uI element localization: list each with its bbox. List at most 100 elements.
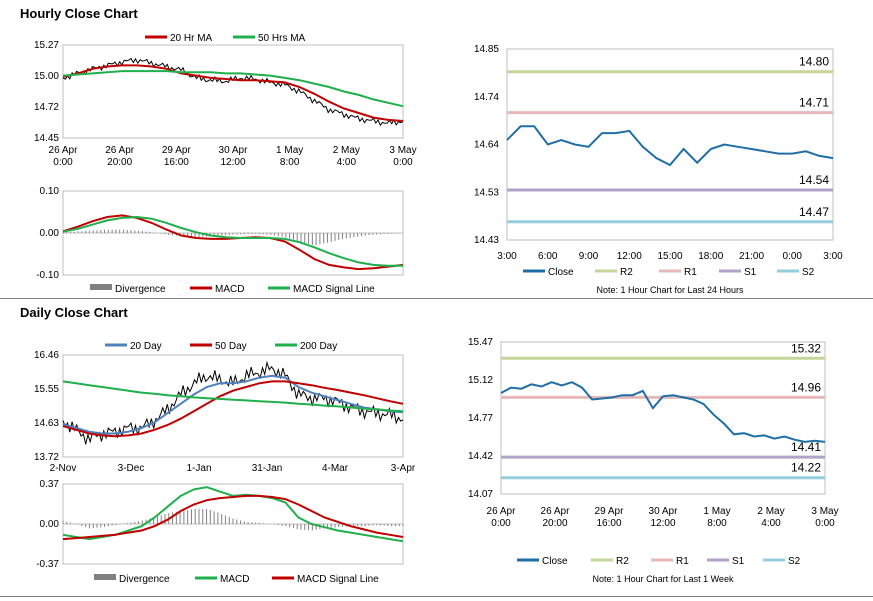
hourly-levels-note: Note: 1 Hour Chart for Last 24 Hours bbox=[596, 285, 744, 295]
hourly-levels-x-tick: 18:00 bbox=[698, 251, 723, 262]
hourly-price-y-tick: 14.72 bbox=[34, 102, 59, 113]
daily-levels-x-tick: 29 Apr bbox=[595, 506, 625, 517]
hourly-levels-close-line bbox=[506, 125, 834, 167]
daily-price-y-tick: 13.72 bbox=[34, 452, 59, 463]
hourly-price-x-tick: 2 May bbox=[333, 145, 360, 156]
hourly-levels-x-tick: 3:00 bbox=[497, 251, 517, 262]
legend-hourly-divergence-label: Divergence bbox=[115, 284, 166, 295]
hourly-levels-legend-r2-label: R2 bbox=[620, 267, 633, 278]
hourly-section-title: Hourly Close Chart bbox=[20, 6, 138, 21]
hourly-price-x-tick: 8:00 bbox=[280, 157, 300, 168]
section-divider bbox=[0, 298, 873, 299]
daily-levels-y-tick: 14.42 bbox=[468, 451, 493, 462]
hourly-levels-legend-close-label: Close bbox=[548, 267, 574, 278]
daily-levels-legend-s1-label: S1 bbox=[732, 556, 745, 567]
legend-50hrs-ma-label: 50 Hrs MA bbox=[258, 33, 306, 44]
daily-levels-x-tick: 16:00 bbox=[596, 518, 621, 529]
legend-20-day-label: 20 Day bbox=[130, 341, 162, 352]
hourly-price-x-tick: 0:00 bbox=[53, 157, 73, 168]
hourly-price-x-tick: 30 Apr bbox=[219, 145, 249, 156]
daily-price-x-tick: 4-Mar bbox=[322, 463, 349, 474]
hourly-levels-y-tick: 14.85 bbox=[474, 44, 499, 55]
daily-levels-y-tick: 15.47 bbox=[468, 337, 493, 348]
hourly-levels-level-s1-label: 14.54 bbox=[799, 173, 829, 187]
daily-levels-x-tick: 12:00 bbox=[650, 518, 675, 529]
hourly-50hr-ma-line bbox=[62, 70, 404, 108]
hourly-price-x-tick: 26 Apr bbox=[49, 145, 79, 156]
daily-macd-line bbox=[62, 486, 404, 543]
daily-levels-note: Note: 1 Hour Chart for Last 1 Week bbox=[593, 574, 734, 584]
daily-levels-level-r1-label: 14.96 bbox=[791, 380, 821, 394]
hourly-price-plot-frame bbox=[62, 44, 404, 139]
daily-levels-x-tick: 0:00 bbox=[491, 518, 511, 529]
hourly-levels-legend-s2-label: S2 bbox=[802, 267, 815, 278]
legend-20hr-ma-label: 20 Hr MA bbox=[170, 33, 213, 44]
hourly-price-y-tick: 15.27 bbox=[34, 40, 59, 51]
hourly-levels-y-tick: 14.74 bbox=[474, 92, 499, 103]
daily-levels-x-tick: 0:00 bbox=[815, 518, 835, 529]
daily-price-y-tick: 15.55 bbox=[34, 384, 59, 395]
hourly-levels-legend-r1-label: R1 bbox=[684, 267, 697, 278]
daily-section-title: Daily Close Chart bbox=[20, 305, 128, 320]
daily-macd-signal-line bbox=[62, 494, 404, 541]
legend-daily-divergence-label: Divergence bbox=[119, 574, 170, 585]
hourly-20hr-ma-line bbox=[62, 64, 404, 122]
daily-20-day-line bbox=[62, 374, 404, 435]
hourly-levels-x-tick: 0:00 bbox=[783, 251, 803, 262]
daily-levels-y-tick: 15.12 bbox=[468, 375, 493, 386]
hourly-price-x-tick: 1 May bbox=[276, 145, 303, 156]
hourly-price-line bbox=[62, 57, 404, 127]
hourly-price-x-tick: 20:00 bbox=[107, 157, 132, 168]
daily-price-x-tick: 3-Dec bbox=[118, 463, 145, 474]
daily-levels-x-tick: 26 Apr bbox=[541, 506, 571, 517]
daily-levels-x-tick: 1 May bbox=[703, 506, 730, 517]
hourly-levels-level-r1-label: 14.71 bbox=[799, 96, 829, 110]
daily-price-y-tick: 16.46 bbox=[34, 350, 59, 361]
hourly-levels-level-s2-label: 14.47 bbox=[799, 205, 829, 219]
daily-levels-x-tick: 20:00 bbox=[542, 518, 567, 529]
bottom-divider bbox=[0, 596, 873, 597]
daily-levels-legend-r1-label: R1 bbox=[676, 556, 689, 567]
daily-levels-x-tick: 2 May bbox=[757, 506, 784, 517]
daily-levels-legend-close-label: Close bbox=[542, 556, 568, 567]
daily-macd-y-tick: -0.37 bbox=[36, 559, 59, 570]
daily-levels-x-tick: 3 May bbox=[811, 506, 838, 517]
daily-levels-legend-r2-label: R2 bbox=[616, 556, 629, 567]
daily-200-day-line bbox=[62, 380, 404, 413]
legend-daily-divergence-swatch bbox=[94, 574, 116, 580]
hourly-macd-y-tick: 0.00 bbox=[40, 228, 60, 239]
legend-hourly-divergence-swatch bbox=[90, 284, 112, 290]
hourly-levels-x-tick: 9:00 bbox=[579, 251, 599, 262]
legend-hourly-macd-signal-label: MACD Signal Line bbox=[293, 284, 375, 295]
daily-price-x-tick: 2-Nov bbox=[50, 463, 77, 474]
hourly-price-x-tick: 16:00 bbox=[164, 157, 189, 168]
daily-price-line bbox=[62, 360, 404, 445]
daily-price-x-tick: 3-Apr bbox=[391, 463, 416, 474]
hourly-price-x-tick: 0:00 bbox=[393, 157, 413, 168]
hourly-levels-plot-frame bbox=[506, 48, 834, 241]
hourly-price-x-tick: 3 May bbox=[389, 145, 416, 156]
hourly-levels-x-tick: 15:00 bbox=[657, 251, 682, 262]
daily-levels-x-tick: 4:00 bbox=[761, 518, 781, 529]
legend-hourly-macd-label: MACD bbox=[215, 284, 244, 295]
daily-levels-close-line bbox=[500, 381, 826, 443]
hourly-price-x-tick: 29 Apr bbox=[162, 145, 192, 156]
hourly-price-x-tick: 4:00 bbox=[337, 157, 357, 168]
hourly-macd-y-tick: -0.10 bbox=[36, 270, 59, 281]
daily-levels-level-s1-label: 14.41 bbox=[791, 440, 821, 454]
daily-levels-x-tick: 30 Apr bbox=[649, 506, 679, 517]
legend-daily-macd-signal-label: MACD Signal Line bbox=[297, 574, 379, 585]
hourly-levels-x-tick: 6:00 bbox=[538, 251, 558, 262]
hourly-macd-y-tick: 0.10 bbox=[40, 186, 60, 197]
hourly-price-y-tick: 14.45 bbox=[34, 133, 59, 144]
hourly-levels-y-tick: 14.53 bbox=[474, 187, 499, 198]
hourly-levels-x-tick: 12:00 bbox=[617, 251, 642, 262]
hourly-price-y-tick: 15.00 bbox=[34, 71, 59, 82]
hourly-levels-legend-s1-label: S1 bbox=[744, 267, 757, 278]
hourly-levels-level-r2-label: 14.80 bbox=[799, 55, 829, 69]
hourly-levels-x-tick: 3:00 bbox=[823, 251, 843, 262]
hourly-price-x-tick: 12:00 bbox=[220, 157, 245, 168]
daily-price-y-tick: 14.63 bbox=[34, 418, 59, 429]
hourly-price-x-tick: 26 Apr bbox=[105, 145, 135, 156]
daily-levels-plot-frame bbox=[500, 341, 826, 495]
